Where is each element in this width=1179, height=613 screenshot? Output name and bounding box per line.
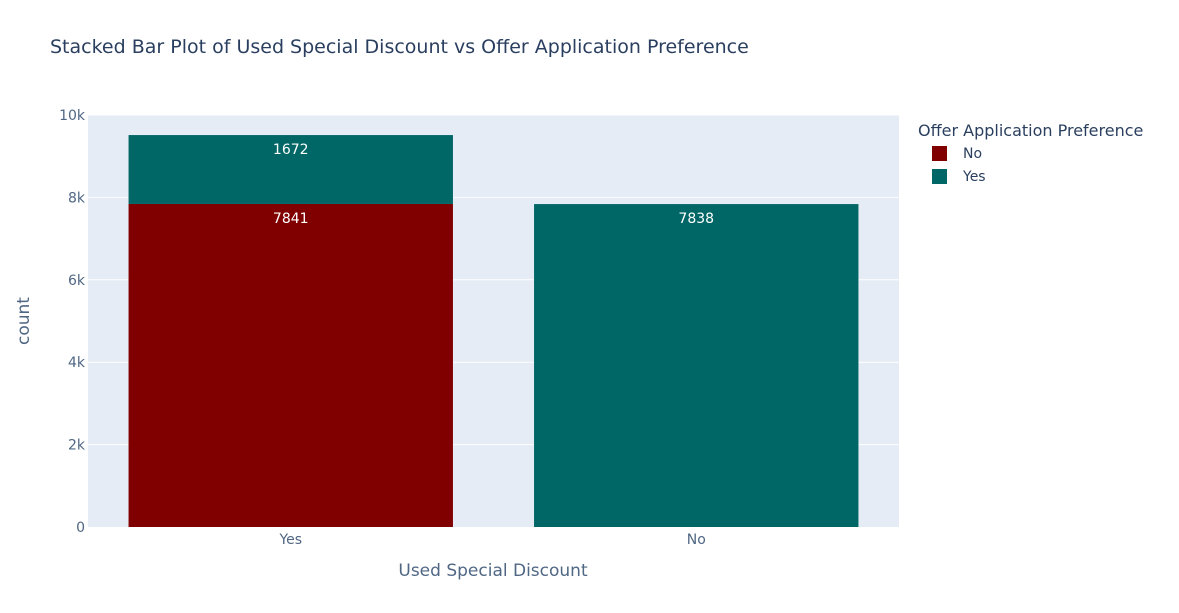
y-tick-label: 6k — [68, 273, 86, 289]
y-tick-label: 0 — [76, 520, 85, 536]
y-tick-label: 8k — [68, 190, 86, 206]
y-axis-title: count — [14, 297, 34, 345]
x-tick-label: Yes — [278, 532, 302, 548]
legend-title: Offer Application Preference — [918, 121, 1143, 140]
bars — [128, 135, 859, 527]
chart-title: Stacked Bar Plot of Used Special Discoun… — [50, 36, 749, 58]
data-label: 7838 — [678, 211, 714, 227]
legend-label[interactable]: Yes — [962, 169, 986, 185]
y-axis-ticks: 0 2k 4k 6k 8k 10k — [59, 108, 86, 536]
x-tick-label: No — [687, 532, 706, 548]
y-tick-label: 4k — [68, 355, 86, 371]
x-axis-title: Used Special Discount — [398, 561, 588, 581]
legend-swatch[interactable] — [932, 169, 947, 184]
legend[interactable]: No Yes — [932, 146, 986, 185]
y-tick-label: 10k — [59, 108, 86, 124]
data-label: 1672 — [273, 142, 309, 158]
legend-label[interactable]: No — [963, 146, 982, 162]
data-label: 7841 — [273, 211, 309, 227]
bar-labels: 7841 1672 7838 — [273, 142, 714, 227]
bar-no[interactable] — [128, 203, 453, 527]
bar-yes[interactable] — [128, 135, 453, 204]
bar-yes[interactable] — [534, 204, 859, 527]
y-tick-label: 2k — [68, 438, 86, 454]
legend-swatch[interactable] — [932, 146, 947, 161]
x-axis-ticks: Yes No — [278, 532, 705, 548]
